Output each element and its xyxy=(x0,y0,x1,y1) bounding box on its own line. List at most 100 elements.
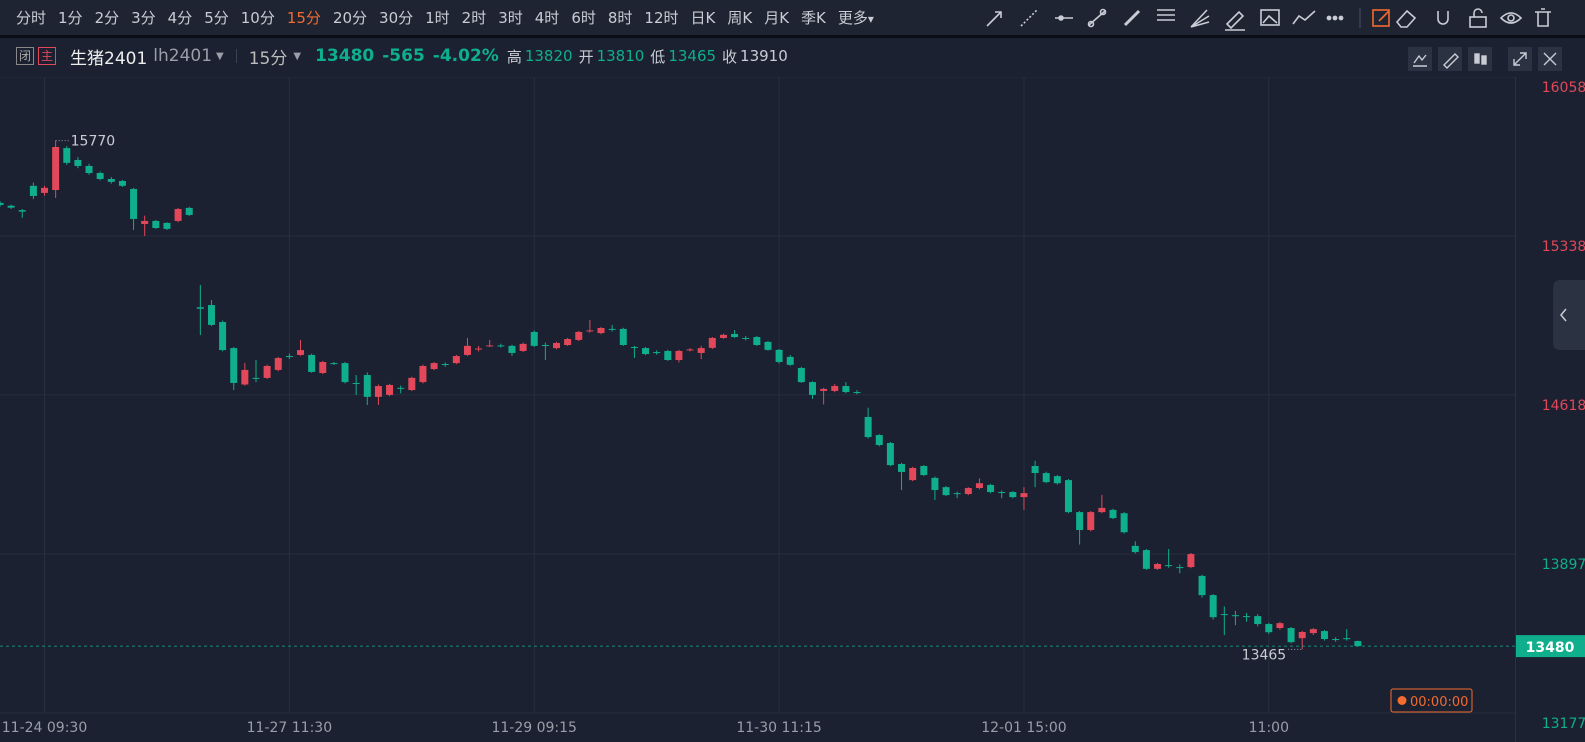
fullscreen-button[interactable] xyxy=(1508,47,1532,71)
period-tab[interactable]: 月K xyxy=(764,9,790,27)
open-value: 13810 xyxy=(596,47,645,65)
candle-body xyxy=(341,363,349,383)
candle-body xyxy=(553,343,560,349)
candle-body xyxy=(1276,623,1284,629)
candle-body xyxy=(1053,476,1061,484)
candle-body xyxy=(530,331,538,346)
plot-area xyxy=(0,77,1515,742)
tool-segment[interactable] xyxy=(1087,8,1107,28)
tool-fan[interactable] xyxy=(1190,9,1210,28)
period-tab[interactable]: 20分 xyxy=(332,9,368,27)
candle-body xyxy=(1064,480,1072,513)
x-tick-label: 12-01 15:00 xyxy=(981,720,1066,736)
period-tab[interactable]: 日K xyxy=(690,9,716,27)
tool-pen[interactable] xyxy=(1123,9,1141,27)
tool-edit[interactable] xyxy=(1372,9,1390,27)
tool-indicator[interactable] xyxy=(1292,10,1316,25)
tool-ray[interactable] xyxy=(1020,9,1038,27)
close-button[interactable] xyxy=(1538,47,1562,71)
dropdown-arrow[interactable]: ▼ xyxy=(216,50,224,62)
tool-delete[interactable] xyxy=(1535,8,1551,27)
candle-body xyxy=(63,148,71,163)
candle-body xyxy=(41,187,49,193)
period-tab[interactable]: 更多▾ xyxy=(837,9,874,27)
candle-body xyxy=(1120,513,1128,533)
draw-button[interactable] xyxy=(1438,47,1462,71)
tool-image[interactable] xyxy=(1260,9,1280,26)
high-label: 高 xyxy=(506,47,522,66)
tool-magnet[interactable] xyxy=(1437,11,1449,25)
candle-button[interactable] xyxy=(1468,47,1492,71)
candle-body xyxy=(1020,493,1028,498)
candle-body xyxy=(964,488,972,495)
candle-body xyxy=(998,492,1006,494)
period-tab[interactable]: 2分 xyxy=(94,9,120,27)
candle-body xyxy=(319,361,327,374)
candle-body xyxy=(619,328,627,345)
candle-body xyxy=(408,377,416,391)
period-tab[interactable]: 6时 xyxy=(571,9,596,27)
period-tab[interactable]: 30分 xyxy=(379,9,414,27)
candle-body xyxy=(352,382,360,384)
candle-body xyxy=(163,222,171,229)
candle-body xyxy=(564,339,572,345)
tag-close[interactable]: 闭 xyxy=(16,47,34,65)
candle-body xyxy=(1209,595,1217,618)
more-arrow[interactable]: ▾ xyxy=(867,12,874,26)
period-tab[interactable]: 15分 xyxy=(286,9,321,27)
period-tab[interactable]: 4分 xyxy=(167,9,193,27)
period-tab[interactable]: 5分 xyxy=(204,9,229,27)
period-tab[interactable]: 分时 xyxy=(16,9,47,27)
candle-body xyxy=(608,328,616,330)
tool-more[interactable] xyxy=(1326,15,1344,21)
candle-body xyxy=(664,350,672,361)
candle-body xyxy=(1176,567,1184,569)
y-tick-label: 16058 xyxy=(1542,80,1585,96)
low-label: 低 xyxy=(650,47,666,66)
candle-body xyxy=(18,210,26,212)
divider xyxy=(235,49,237,63)
tool-eye[interactable] xyxy=(1499,12,1523,24)
period-tab[interactable]: 3时 xyxy=(498,9,523,27)
candle-body xyxy=(497,345,505,347)
tool-eraser[interactable] xyxy=(1395,9,1417,28)
period-tab[interactable]: 季K xyxy=(801,9,826,27)
side-panel-toggle[interactable] xyxy=(1553,280,1585,350)
tool-hline[interactable] xyxy=(1055,15,1073,21)
period-tab[interactable]: 3分 xyxy=(131,9,156,27)
candle-body xyxy=(775,349,783,362)
candle-body xyxy=(1254,616,1262,625)
candle-body xyxy=(1042,473,1050,483)
period-tab[interactable]: 4时 xyxy=(534,9,560,27)
candle-body xyxy=(686,349,694,351)
candle-body xyxy=(642,348,650,355)
candle-body xyxy=(831,386,839,391)
period-select[interactable]: 15分 xyxy=(248,48,288,69)
period-tab[interactable]: 12时 xyxy=(644,9,679,27)
candle-body xyxy=(1076,512,1084,530)
candle-body xyxy=(152,220,160,228)
period-tab[interactable]: 1时 xyxy=(425,9,450,27)
period-tab[interactable]: 周K xyxy=(727,9,753,27)
tag-main[interactable]: 主 xyxy=(38,47,56,65)
tool-lock[interactable] xyxy=(1469,8,1487,28)
candle-body xyxy=(575,331,583,340)
candle-body xyxy=(52,146,60,191)
candle-body xyxy=(519,343,527,351)
candle-body xyxy=(96,173,104,179)
dropdown-arrow[interactable]: ▼ xyxy=(293,50,302,62)
period-tab[interactable]: 8时 xyxy=(607,9,633,27)
tool-marker[interactable] xyxy=(1225,10,1245,31)
symbol-code[interactable]: lh2401 xyxy=(153,46,213,66)
period-tab[interactable]: 10分 xyxy=(240,9,275,27)
y-tick-label: 13897 xyxy=(1542,557,1585,573)
tool-arrow[interactable] xyxy=(986,11,1002,27)
tool-fib[interactable] xyxy=(1157,9,1175,21)
candle-body xyxy=(1343,638,1351,640)
open-label: 开 xyxy=(578,47,594,66)
candle-body xyxy=(541,344,549,346)
period-tab[interactable]: 1分 xyxy=(58,9,83,27)
period-tab[interactable]: 2时 xyxy=(461,9,487,27)
indicator-button[interactable] xyxy=(1408,47,1432,71)
